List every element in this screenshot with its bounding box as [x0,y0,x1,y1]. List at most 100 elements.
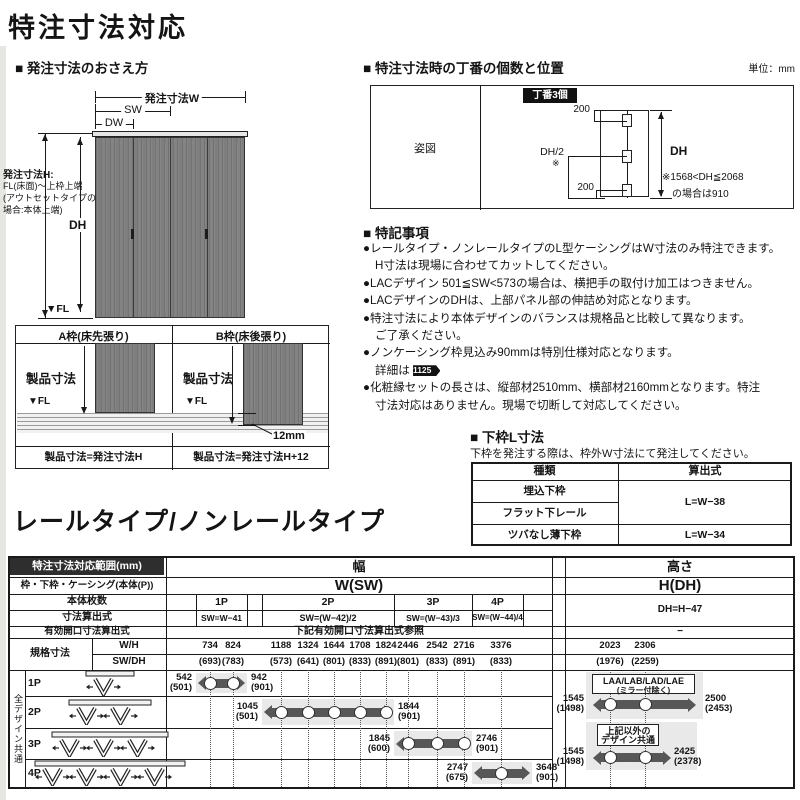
hinge-icon [622,114,632,127]
graphic [83,745,87,750]
std-size-marker [430,737,444,750]
grid-dotted-line [464,670,465,787]
dim-tick [38,318,93,319]
table-border [247,594,248,626]
height-symbol: H(DH) [658,577,702,594]
graphic [120,745,124,750]
graphic [52,745,56,750]
unit-label: 単位：mm [748,64,795,75]
col-header-formula: 算出式 [688,465,722,477]
hinge-divider [480,85,481,210]
frame-border [15,343,330,344]
graphic [111,707,130,725]
graphic [94,739,113,757]
table-border [565,556,566,789]
frame-b-formula: 製品寸法=発注寸法H+12 [193,451,309,463]
frame-a-title: A枠(床先張り) [58,331,129,343]
graphic [77,768,96,786]
product-dim-b: 製品寸法 [183,372,234,386]
table-border [196,594,197,626]
graphic [111,768,130,786]
range-max-label: 3648 (901) [536,762,559,783]
grid-dotted-line [437,670,438,787]
dim-line [84,346,85,410]
frame-row-label: 枠・下枠・ケーシング(本体(P)) [20,580,154,591]
graphic [94,678,113,696]
dim-tick [568,156,627,157]
graphic [103,774,107,780]
door-handle [131,229,134,239]
graphic [51,731,169,759]
std-size-marker [301,705,315,719]
hinge-note-1: ※1568<DH≦2068 [662,172,744,183]
std-width-value: 1824 [375,640,397,651]
note-item: ●ノンケーシング枠見込み90mmは特別仕様対応となります。 詳細は P.1125 [363,346,679,377]
body-row-label: 3P [28,737,41,750]
fl-marker: ▼FL [46,303,70,315]
product-dim-a: 製品寸法 [26,372,77,386]
folding-door-icon [34,760,186,789]
table-border [262,594,263,626]
table-border [25,670,26,787]
table-border [8,610,552,611]
std-width-value: 2716 [453,640,475,651]
dim-tick [95,91,96,103]
design-group-label: 全デザイン共通 [13,693,23,764]
table-border [618,462,619,546]
graphic [100,774,104,780]
std-size-marker [457,737,471,750]
row-type: ツバなし薄下枠 [507,529,582,541]
sw-formula: SW=(W−44)/4 [472,613,523,622]
table-border [8,594,795,595]
range-max-label: 2746 (901) [476,732,499,754]
std-width-value: 1324 [297,640,319,651]
std-dh-value: (1976) [596,656,624,667]
std-sw-value: (693) [198,656,222,667]
range-max-label: 1844 (901) [398,701,421,722]
dim-dh2-note: ※ [552,158,560,168]
std-size-marker [638,750,652,764]
gap-tick [238,425,256,426]
std-dh-value: (2259) [631,656,659,667]
door-track [92,131,248,137]
shimowaku-caption: 下枠を発注する際は、枠外W寸法にて発注してください。 [470,448,755,460]
dim-tick [650,110,672,111]
width-section-header: 幅 [352,559,366,574]
range-max-label: 942 (901) [251,672,274,693]
dim-line [661,112,662,196]
std-size-marker [226,676,240,690]
graphic [103,713,107,719]
table-border [472,594,473,626]
graphic [110,768,131,789]
std-size-marker [494,766,508,780]
grid-dotted-line [360,670,361,787]
swdh-label: SW/DH [112,656,146,667]
std-sw-value: (833) [425,656,449,667]
std-width-value: 824 [225,640,241,651]
p-config: 4P [491,596,504,608]
dim-w-label: 発注寸法W [141,90,203,106]
arrow-down-icon [41,310,48,317]
std-sw-value: (833) [348,656,372,667]
table-border [471,462,792,464]
table-border [471,502,618,503]
std-sw-value: (783) [221,656,245,667]
std-height-value: 2306 [634,640,656,651]
std-size-marker [603,697,617,711]
panels-row-label: 本体枚数 [67,596,107,607]
folding-door-icon [85,670,135,699]
table-border [471,524,792,525]
table-border [25,759,552,760]
note-item: ●化粧縁セットの長さは、縦部材2510mm、横部材2160mmとなります。特注寸… [363,381,761,412]
dim-dh2: DH/2 [540,146,564,158]
dim-tick [594,110,595,121]
opening-note-height: − [677,626,683,637]
frame-divider [172,325,173,470]
hinge-box [370,85,794,209]
dim-200-top: 200 [573,104,590,115]
std-sw-value: (833) [489,656,513,667]
table-border [92,638,93,670]
formula-row-label: 寸法算出式 [62,612,112,623]
std-size-marker [379,705,393,719]
design-label-box: 上記以外の デザイン共通 [597,724,659,746]
